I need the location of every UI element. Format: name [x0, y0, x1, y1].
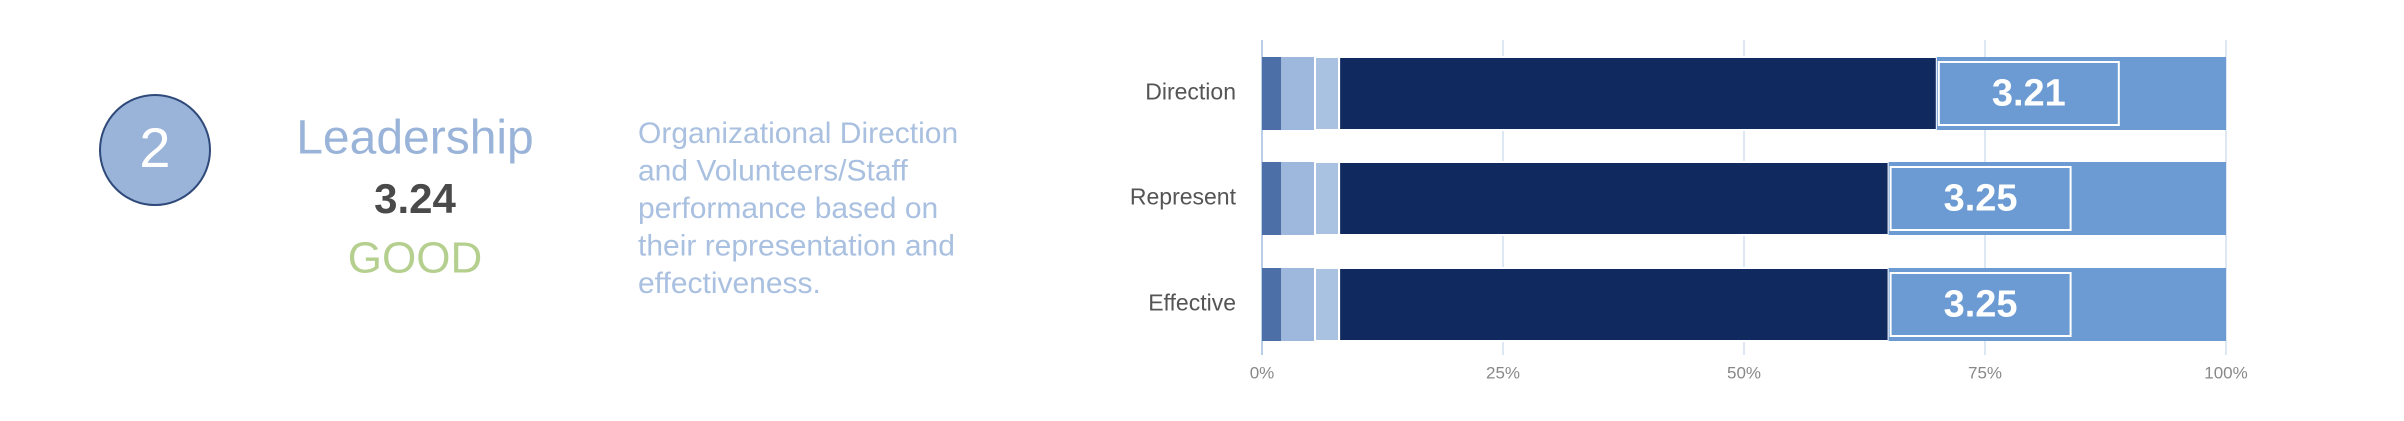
section-title: Leadership	[296, 112, 534, 165]
description-line: Organizational Direction	[638, 117, 958, 150]
bar-segment	[1338, 56, 1938, 131]
bar-segment	[1936, 57, 2226, 130]
description-line: and Volunteers/Staff	[638, 154, 908, 187]
bar-segment	[1281, 57, 1316, 130]
bar-segment	[1314, 267, 1341, 342]
score-label: 3.21	[1992, 73, 2066, 115]
section-score: 3.24	[374, 175, 456, 222]
score-box	[1889, 272, 2072, 337]
x-tick-label: 0%	[1250, 363, 1275, 382]
score-box	[1937, 61, 2120, 126]
y-tick-label: Direction	[1145, 79, 1236, 105]
bar-segment	[1262, 268, 1282, 341]
bar-segment	[1262, 162, 1282, 235]
bar-segment	[1281, 268, 1316, 341]
score-label: 3.25	[1944, 284, 2018, 326]
description-line: their representation and	[638, 229, 955, 262]
x-tick-label: 25%	[1486, 363, 1520, 382]
y-tick-label: Represent	[1130, 184, 1237, 210]
x-tick-label: 100%	[2204, 363, 2247, 382]
bar-segment	[1314, 161, 1341, 236]
x-tick-label: 50%	[1727, 363, 1761, 382]
description: Organizational Direction and Volunteers/S…	[638, 117, 958, 300]
bar-segment	[1314, 56, 1341, 131]
bar-segment	[1262, 57, 1282, 130]
badge-number: 2	[139, 116, 170, 179]
x-tick-label: 75%	[1968, 363, 2002, 382]
description-line: performance based on	[638, 192, 938, 225]
badge	[99, 94, 211, 206]
bar-segment	[1338, 267, 1890, 342]
score-label: 3.25	[1944, 178, 2018, 220]
score-box	[1889, 166, 2072, 231]
bar-segment	[1281, 162, 1316, 235]
chart: 0% 25% 50% 75% 100% Direction 3.21 Represent 3.2…	[1130, 40, 2248, 382]
bar-segment	[1888, 162, 2226, 235]
bar-segment	[1338, 161, 1890, 236]
section-rating: GOOD	[348, 234, 482, 283]
description-line: effectiveness.	[638, 267, 821, 300]
bar-segment	[1888, 268, 2226, 341]
y-tick-label: Effective	[1148, 290, 1236, 316]
